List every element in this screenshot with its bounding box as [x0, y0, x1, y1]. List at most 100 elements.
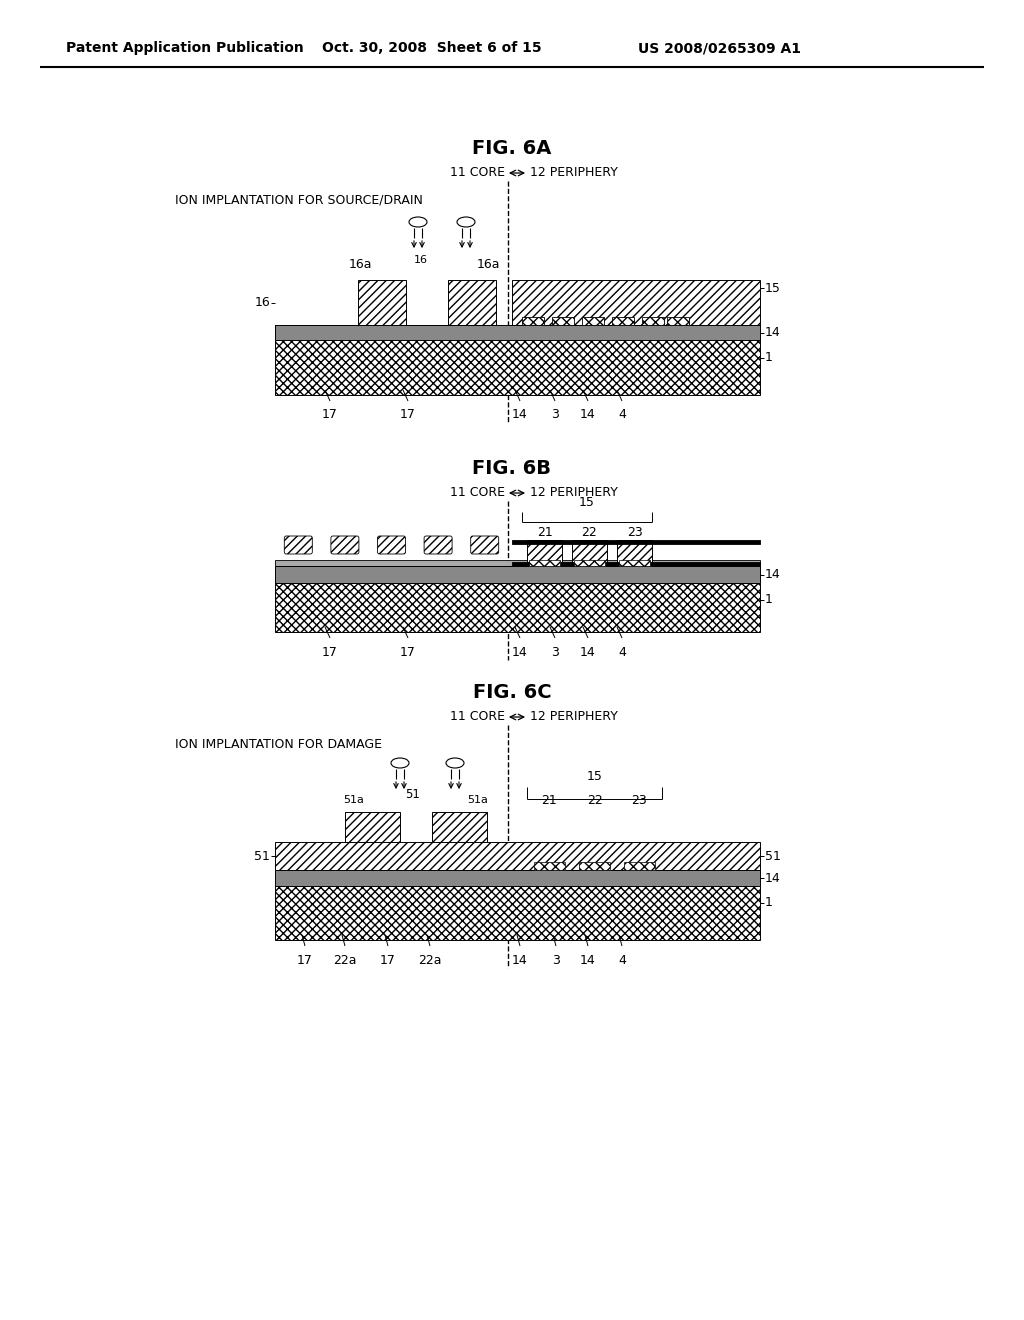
- Text: 17: 17: [323, 408, 338, 421]
- Text: FIG. 6B: FIG. 6B: [472, 458, 552, 478]
- Text: 21: 21: [537, 525, 552, 539]
- Text: 12 PERIPHERY: 12 PERIPHERY: [530, 710, 617, 723]
- FancyBboxPatch shape: [378, 536, 406, 554]
- Text: 15: 15: [579, 495, 595, 508]
- Text: 12 PERIPHERY: 12 PERIPHERY: [530, 487, 617, 499]
- Bar: [275, 341, 760, 395]
- Text: 14: 14: [581, 645, 596, 659]
- Bar: [432, 812, 487, 842]
- Bar: [579, 862, 610, 870]
- Ellipse shape: [457, 216, 475, 227]
- Text: 14: 14: [765, 568, 780, 581]
- Ellipse shape: [446, 758, 464, 768]
- Bar: [275, 842, 760, 870]
- Text: FIG. 6C: FIG. 6C: [473, 682, 551, 701]
- Text: 51: 51: [765, 850, 781, 862]
- Bar: [275, 560, 760, 566]
- Ellipse shape: [409, 216, 427, 227]
- Bar: [582, 317, 604, 325]
- Ellipse shape: [391, 758, 409, 768]
- Text: Oct. 30, 2008  Sheet 6 of 15: Oct. 30, 2008 Sheet 6 of 15: [323, 41, 542, 55]
- Text: Patent Application Publication: Patent Application Publication: [67, 41, 304, 55]
- Bar: [406, 325, 449, 341]
- Bar: [534, 862, 565, 870]
- Bar: [667, 317, 689, 325]
- Bar: [275, 886, 760, 940]
- Text: 14: 14: [512, 408, 528, 421]
- Text: 23: 23: [627, 525, 642, 539]
- Text: 16: 16: [414, 255, 428, 265]
- Text: ION IMPLANTATION FOR SOURCE/DRAIN: ION IMPLANTATION FOR SOURCE/DRAIN: [175, 194, 423, 206]
- FancyBboxPatch shape: [331, 536, 358, 554]
- Text: FIG. 6A: FIG. 6A: [472, 139, 552, 157]
- Text: 3: 3: [552, 953, 560, 966]
- Bar: [512, 280, 760, 325]
- Text: 17: 17: [400, 408, 416, 421]
- Bar: [449, 280, 496, 325]
- Text: 15: 15: [765, 281, 781, 294]
- Text: 14: 14: [765, 326, 780, 339]
- FancyBboxPatch shape: [285, 536, 312, 554]
- Text: 17: 17: [297, 953, 313, 966]
- Bar: [527, 540, 562, 566]
- Bar: [512, 540, 760, 544]
- Bar: [275, 325, 358, 341]
- Text: 22: 22: [582, 525, 597, 539]
- Bar: [358, 280, 406, 325]
- Text: 22a: 22a: [418, 953, 441, 966]
- Text: US 2008/0265309 A1: US 2008/0265309 A1: [639, 41, 802, 55]
- Text: 12 PERIPHERY: 12 PERIPHERY: [530, 166, 617, 180]
- Bar: [572, 540, 607, 566]
- Text: 14: 14: [512, 645, 528, 659]
- Text: 17: 17: [323, 645, 338, 659]
- Text: 11 CORE: 11 CORE: [450, 710, 505, 723]
- Text: 17: 17: [400, 645, 416, 659]
- Bar: [522, 317, 544, 325]
- Text: 14: 14: [581, 953, 596, 966]
- Text: 1: 1: [765, 896, 773, 909]
- Bar: [358, 325, 406, 341]
- Bar: [642, 317, 664, 325]
- Bar: [275, 325, 760, 341]
- FancyBboxPatch shape: [424, 536, 453, 554]
- Text: 16a: 16a: [477, 259, 501, 272]
- Text: 14: 14: [512, 953, 528, 966]
- Bar: [552, 317, 574, 325]
- Text: 4: 4: [618, 645, 626, 659]
- Text: 16a: 16a: [348, 259, 372, 272]
- Text: 51a: 51a: [344, 795, 365, 805]
- Text: 51: 51: [406, 788, 420, 800]
- Text: 15: 15: [587, 771, 602, 784]
- Text: 3: 3: [551, 645, 559, 659]
- Text: 3: 3: [551, 408, 559, 421]
- Bar: [624, 862, 655, 870]
- Text: 51: 51: [254, 850, 270, 862]
- Bar: [574, 560, 605, 566]
- Bar: [449, 325, 496, 341]
- FancyBboxPatch shape: [471, 536, 499, 554]
- Text: 1: 1: [765, 593, 773, 606]
- Text: 17: 17: [380, 953, 396, 966]
- Bar: [275, 566, 760, 583]
- Bar: [617, 540, 652, 566]
- Text: 1: 1: [765, 351, 773, 364]
- Text: 11 CORE: 11 CORE: [450, 166, 505, 180]
- Text: 11 CORE: 11 CORE: [450, 487, 505, 499]
- Text: 22: 22: [587, 793, 602, 807]
- Bar: [345, 812, 400, 842]
- Text: 4: 4: [618, 953, 626, 966]
- Bar: [529, 560, 560, 566]
- Text: 22a: 22a: [333, 953, 356, 966]
- Text: 14: 14: [765, 871, 780, 884]
- Bar: [275, 583, 760, 632]
- Text: 4: 4: [618, 408, 626, 421]
- Text: 14: 14: [581, 408, 596, 421]
- Text: 21: 21: [542, 793, 557, 807]
- Text: 51a: 51a: [468, 795, 488, 805]
- Bar: [618, 560, 650, 566]
- Text: 16: 16: [254, 296, 270, 309]
- Bar: [275, 870, 760, 886]
- Text: ION IMPLANTATION FOR DAMAGE: ION IMPLANTATION FOR DAMAGE: [175, 738, 382, 751]
- Bar: [612, 317, 634, 325]
- Text: 23: 23: [632, 793, 647, 807]
